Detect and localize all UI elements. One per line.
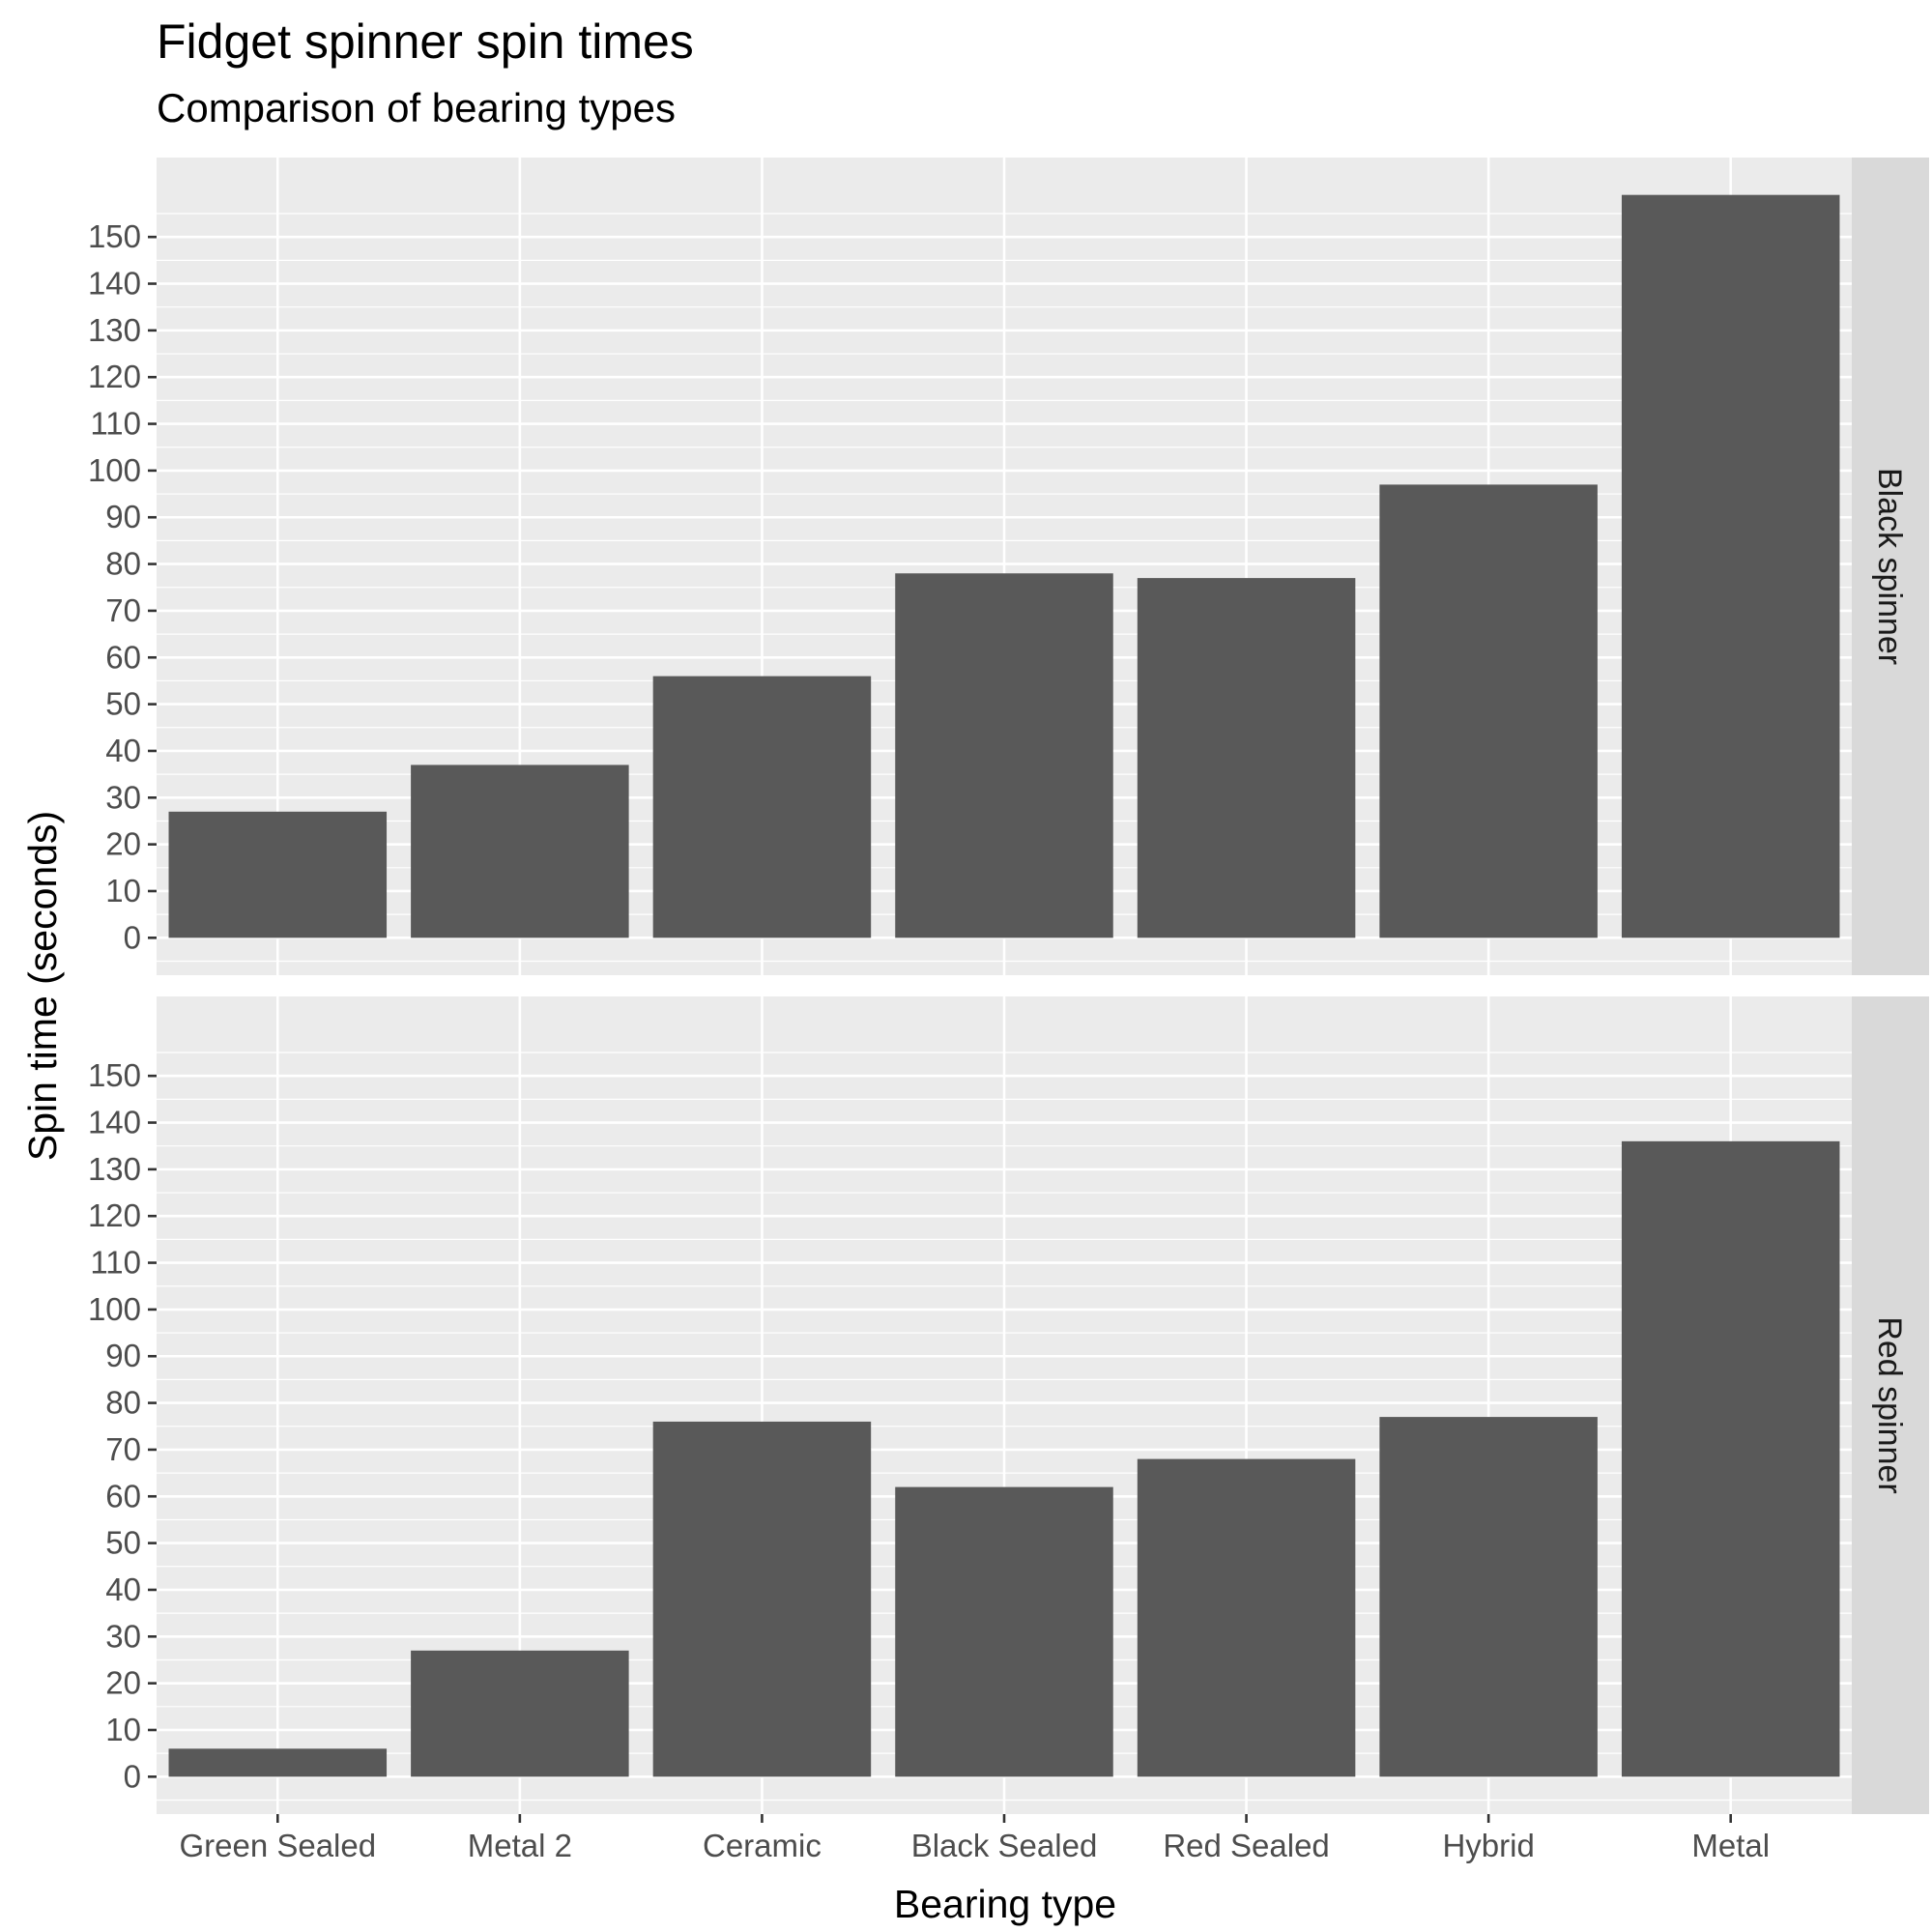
- x-tick-label: Hybrid: [1442, 1828, 1534, 1863]
- y-tick-label: 0: [124, 1758, 141, 1794]
- y-tick-label: 100: [88, 452, 141, 488]
- x-tick-label: Metal 2: [468, 1828, 572, 1863]
- y-tick-label: 150: [88, 1057, 141, 1093]
- y-tick-label: 90: [105, 1338, 141, 1373]
- facet-strip-label: Black spinner: [1871, 468, 1908, 665]
- bar: [1137, 1458, 1356, 1777]
- y-tick-label: 10: [105, 873, 141, 908]
- bar: [895, 1486, 1113, 1777]
- y-tick-label: 90: [105, 499, 141, 534]
- y-tick-label: 50: [105, 686, 141, 722]
- y-tick-label: 10: [105, 1712, 141, 1747]
- y-tick-label: 20: [105, 1665, 141, 1701]
- bar: [168, 811, 388, 938]
- y-tick-label: 30: [105, 779, 141, 815]
- facet-strip: [1852, 996, 1929, 1814]
- x-tick-label: Ceramic: [703, 1828, 822, 1863]
- chart-subtitle: Comparison of bearing types: [157, 85, 676, 130]
- bar: [1621, 1140, 1840, 1777]
- bar: [411, 1650, 629, 1777]
- y-tick-label: 80: [105, 546, 141, 582]
- y-tick-label: 80: [105, 1385, 141, 1421]
- y-tick-label: 60: [105, 1478, 141, 1514]
- y-tick-label: 110: [90, 1245, 141, 1281]
- bar: [1379, 484, 1598, 938]
- y-tick-label: 40: [105, 1572, 141, 1607]
- y-tick-label: 60: [105, 639, 141, 675]
- facet-strip-label: Red spinner: [1871, 1316, 1908, 1493]
- y-tick-label: 130: [88, 312, 141, 348]
- y-axis-title: Spin time (seconds): [20, 811, 65, 1161]
- x-tick-label: Red Sealed: [1163, 1828, 1329, 1863]
- bar: [895, 573, 1113, 938]
- facet-strip: [1852, 158, 1929, 975]
- y-tick-label: 120: [88, 359, 141, 394]
- bar: [1379, 1417, 1598, 1777]
- y-tick-label: 120: [88, 1197, 141, 1233]
- x-tick-label: Black Sealed: [911, 1828, 1098, 1863]
- y-tick-label: 140: [88, 266, 141, 302]
- y-tick-label: 110: [90, 406, 141, 442]
- bar: [411, 764, 629, 938]
- x-axis-title: Bearing type: [894, 1882, 1116, 1926]
- y-tick-label: 30: [105, 1618, 141, 1654]
- bar: [652, 1421, 872, 1777]
- x-tick-label: Metal: [1691, 1828, 1770, 1863]
- y-tick-label: 140: [88, 1105, 141, 1140]
- chart-title: Fidget spinner spin times: [157, 14, 694, 69]
- y-tick-label: 70: [105, 1431, 141, 1467]
- y-tick-label: 150: [88, 218, 141, 254]
- y-tick-label: 70: [105, 592, 141, 628]
- bar: [168, 1748, 388, 1777]
- y-tick-label: 100: [88, 1291, 141, 1327]
- x-tick-label: Green Sealed: [179, 1828, 376, 1863]
- y-tick-label: 40: [105, 733, 141, 768]
- y-tick-label: 20: [105, 826, 141, 862]
- y-tick-label: 0: [124, 919, 141, 955]
- bar: [1137, 578, 1356, 938]
- bar: [1621, 194, 1840, 938]
- y-tick-label: 50: [105, 1525, 141, 1561]
- bar: [652, 676, 872, 938]
- y-tick-label: 130: [88, 1151, 141, 1187]
